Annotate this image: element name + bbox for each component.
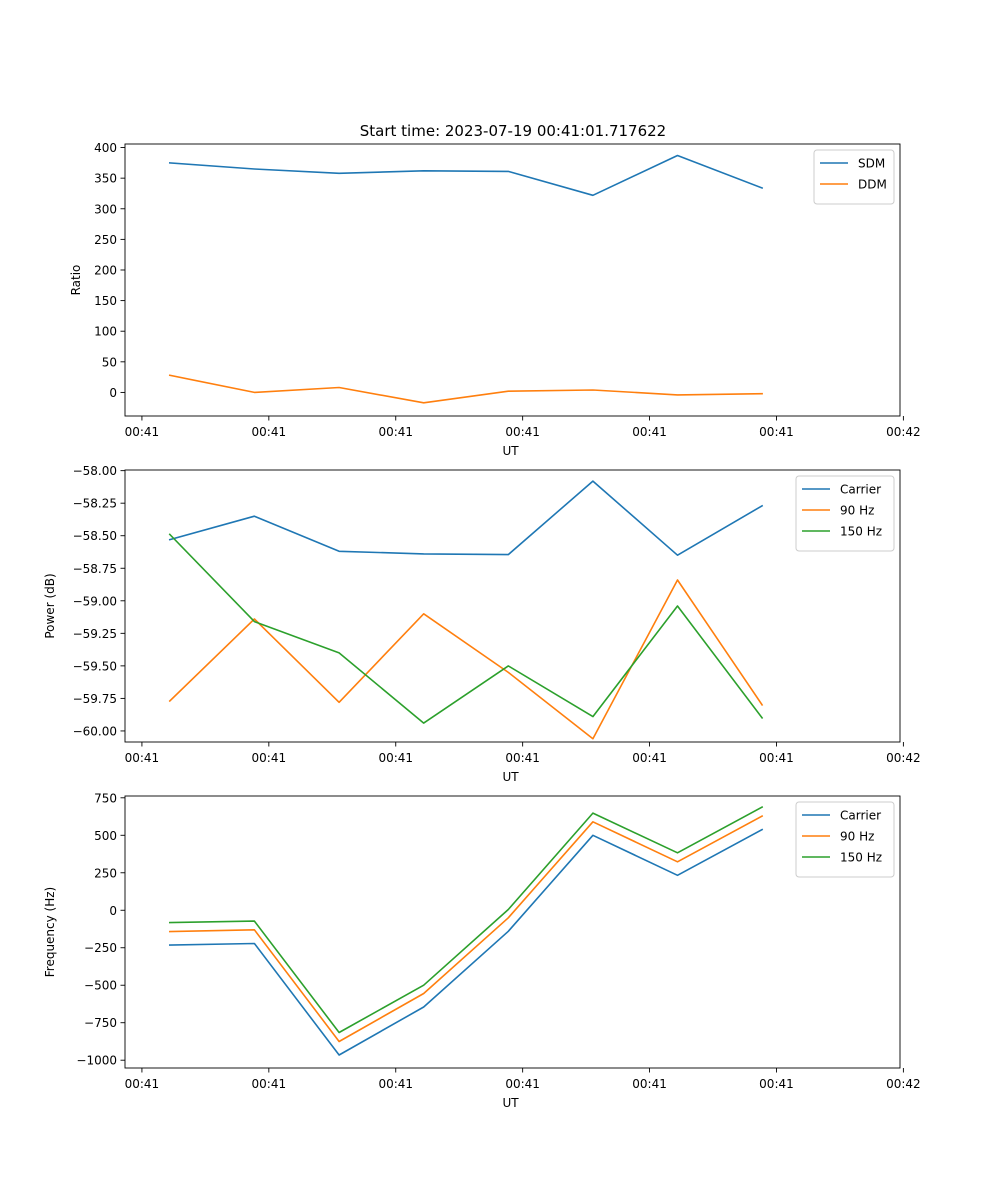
y-tick-label: 250 [94, 866, 117, 880]
y-tick-label: 350 [94, 172, 117, 186]
axes-frame [124, 469, 901, 743]
y-tick-label: 50 [102, 355, 117, 369]
chart-panel-3: 00:41 00:41 00:41 00:41 00:41 00:41 00:42 750 50… [43, 791, 921, 1110]
x-tick-label: 00:42 [886, 425, 921, 439]
legend: Carrier 90 Hz 150 Hz [795, 801, 895, 878]
x-tick-label: 00:41 [505, 751, 540, 765]
y-tick-label: 750 [94, 791, 117, 805]
y-tick-label: −500 [84, 979, 117, 993]
y-tick-label: −59.00 [73, 594, 117, 608]
y-tick-label: 500 [94, 829, 117, 843]
series-group [168, 480, 764, 740]
y-tick-label: −58.75 [73, 562, 117, 576]
axes-frame [124, 795, 901, 1069]
y-tick-label: −58.00 [73, 464, 117, 478]
x-tick-label: 00:41 [378, 1077, 413, 1091]
x-tick-label: 00:41 [759, 425, 794, 439]
legend-label: 90 Hz [840, 504, 874, 518]
y-tick-label: 250 [94, 233, 117, 247]
series-line-150-hz [168, 806, 764, 1034]
legend-label: Carrier [840, 809, 881, 823]
y-tick-label: 0 [109, 386, 117, 400]
series-line-ddm [168, 374, 763, 404]
x-tick-label: 00:42 [886, 751, 921, 765]
x-tick-label: 00:41 [505, 425, 540, 439]
y-tick-label: 400 [94, 141, 117, 155]
y-tick-label: −58.25 [73, 497, 117, 511]
x-axis-label: UT [502, 1096, 519, 1110]
legend-label: DDM [858, 178, 887, 192]
y-tick-label: 150 [94, 294, 117, 308]
x-tick-label: 00:41 [632, 1077, 667, 1091]
legend: SDM DDM [813, 149, 895, 205]
series-line-sdm [168, 154, 764, 197]
x-tick-label: 00:42 [886, 1077, 921, 1091]
x-tick-label: 00:41 [632, 751, 667, 765]
legend-box [795, 801, 895, 878]
y-tick-label: −250 [84, 941, 117, 955]
y-tick-label: −59.25 [73, 627, 117, 641]
legend-label: 150 Hz [840, 851, 882, 865]
x-tick-label: 00:41 [252, 425, 287, 439]
x-tick-label: 00:41 [632, 425, 667, 439]
x-tick-label: 00:41 [759, 751, 794, 765]
series-line-90-hz [168, 579, 764, 740]
x-tick-label: 00:41 [125, 751, 160, 765]
figure-title: Start time: 2023-07-19 00:41:01.717622 [360, 122, 666, 140]
series-group [168, 154, 764, 404]
y-tick-label: −58.50 [73, 529, 117, 543]
legend-label: 150 Hz [840, 525, 882, 539]
x-tick-label: 00:41 [252, 1077, 287, 1091]
y-tick-label: −750 [84, 1016, 117, 1030]
legend-label: Carrier [840, 483, 881, 497]
y-tick-label: −59.50 [73, 659, 117, 673]
series-line-carrier [168, 480, 764, 557]
series-line-150-hz [168, 533, 764, 724]
y-tick-label: 100 [94, 325, 117, 339]
y-axis-label: Frequency (Hz) [43, 887, 57, 978]
y-tick-label: 0 [109, 904, 117, 918]
x-tick-label: 00:41 [125, 425, 160, 439]
charts: 00:41 00:41 00:41 00:41 00:41 00:41 00:42 400 35… [43, 141, 921, 1110]
x-tick-label: 00:41 [378, 751, 413, 765]
y-tick-label: 300 [94, 202, 117, 216]
legend: Carrier 90 Hz 150 Hz [795, 475, 895, 552]
chart-panel-2: 00:41 00:41 00:41 00:41 00:41 00:41 00:42 −58.0… [43, 464, 921, 784]
axes-frame [124, 143, 901, 417]
y-tick-label: 200 [94, 263, 117, 277]
y-tick-label: −59.75 [73, 692, 117, 706]
x-tick-label: 00:41 [759, 1077, 794, 1091]
x-tick-label: 00:41 [378, 425, 413, 439]
legend-label: SDM [858, 157, 885, 171]
y-tick-label: −1000 [76, 1054, 117, 1068]
legend-label: 90 Hz [840, 830, 874, 844]
series-group [168, 806, 764, 1056]
x-tick-label: 00:41 [125, 1077, 160, 1091]
y-axis-label: Power (dB) [43, 573, 57, 638]
series-line-90-hz [168, 815, 764, 1043]
series-line-carrier [168, 828, 764, 1056]
x-tick-label: 00:41 [505, 1077, 540, 1091]
y-axis-label: Ratio [69, 265, 83, 296]
x-axis-label: UT [502, 444, 519, 458]
x-tick-label: 00:41 [252, 751, 287, 765]
chart-panel-1: 00:41 00:41 00:41 00:41 00:41 00:41 00:42 400 35… [69, 141, 921, 458]
y-tick-label: −60.00 [73, 724, 117, 738]
x-axis-label: UT [502, 770, 519, 784]
legend-box [795, 475, 895, 552]
